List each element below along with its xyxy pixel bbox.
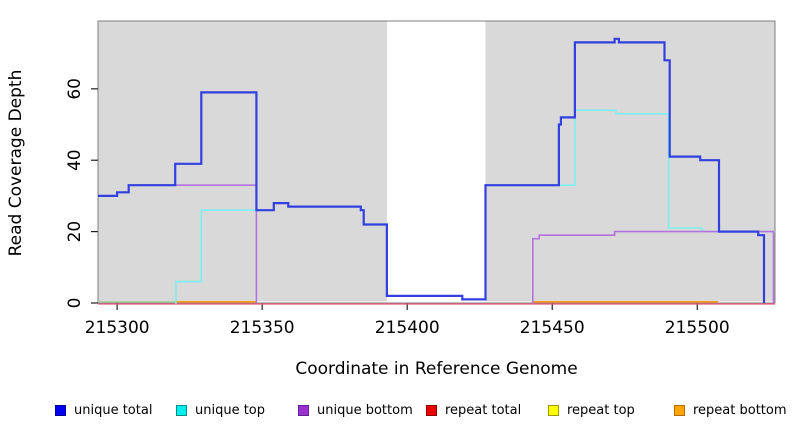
y-tick-label: 40 <box>65 149 85 171</box>
legend-item-unique-top: unique top <box>176 400 265 420</box>
legend-swatch-icon <box>176 404 187 416</box>
shaded-band-1 <box>485 21 775 302</box>
legend-item-repeat-top: repeat top <box>548 400 635 420</box>
legend-label: repeat top <box>567 402 635 418</box>
legend-swatch-icon <box>55 404 66 416</box>
legend-swatch-icon <box>548 404 559 416</box>
legend-item-unique-total: unique total <box>55 400 152 420</box>
legend-item-repeat-total: repeat total <box>426 400 521 420</box>
series-unique-total-line <box>98 37 766 303</box>
legend: unique total unique top unique bottom repea… <box>0 400 792 424</box>
legend-label: repeat bottom <box>693 402 787 418</box>
y-tick-label: 0 <box>65 298 85 309</box>
legend-label: unique top <box>195 402 266 418</box>
legend-swatch-icon <box>298 404 309 416</box>
shaded-band-0 <box>98 21 387 302</box>
x-tick-label: 215450 <box>520 318 585 338</box>
x-tick-label: 215400 <box>375 318 440 338</box>
x-axis-title: Coordinate in Reference Genome <box>295 359 578 379</box>
x-tick-label: 215500 <box>665 318 730 338</box>
legend-swatch-icon <box>426 404 437 416</box>
legend-label: unique total <box>74 402 153 418</box>
legend-item-repeat-bottom: repeat bottom <box>674 400 787 420</box>
legend-item-unique-bottom: unique bottom <box>298 400 413 420</box>
y-tick-label: 20 <box>65 221 85 243</box>
legend-label: unique bottom <box>317 402 413 418</box>
legend-swatch-icon <box>674 404 685 416</box>
legend-label: repeat total <box>445 402 522 418</box>
plot-box <box>97 20 776 304</box>
coverage-plot-canvas: 215300 215350 215400 215450 215500 0 20 40 60 <box>65 20 776 338</box>
y-tick-label: 60 <box>65 78 85 100</box>
y-axis-title: Read Coverage Depth <box>6 69 26 257</box>
x-tick-label: 215300 <box>85 318 150 338</box>
x-tick-label: 215350 <box>230 318 295 338</box>
